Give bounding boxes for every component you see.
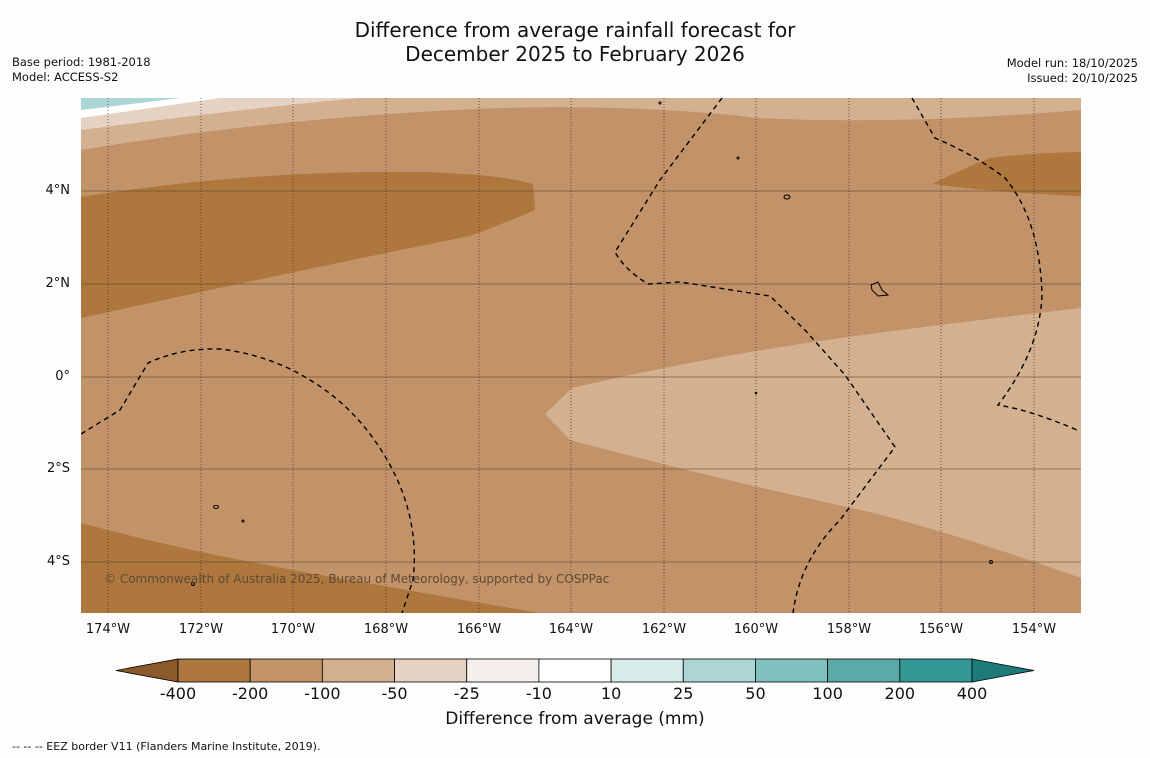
base-period: Base period: 1981-2018 [12, 55, 151, 69]
colorbar-tick-label: -200 [232, 684, 269, 703]
colorbar-tick-label: -100 [304, 684, 341, 703]
colorbar-segment [899, 658, 973, 683]
eez-borders [81, 98, 1078, 613]
colorbar-tick-label: -50 [381, 684, 408, 703]
band-minus-50-top [81, 98, 1081, 150]
colorbar-tick-label: -10 [525, 684, 552, 703]
lat-label-0: 0° [55, 369, 70, 384]
colorbar-segment [249, 658, 323, 683]
colorbar-segment [610, 658, 684, 683]
band-minus-200-northeast [932, 152, 1081, 196]
islands [191, 101, 993, 586]
lon-label-172w: 172°W [178, 622, 224, 637]
colorbar-tick-label: 400 [956, 684, 988, 703]
colorbar-segment [321, 658, 395, 683]
lat-label-2s: 2°S [46, 461, 70, 476]
colorbar-tick-label: 10 [600, 684, 622, 703]
colorbar-arrow-low [115, 658, 179, 683]
colorbar-segment [466, 658, 540, 683]
lat-label-2n: 2°N [45, 276, 71, 291]
colorbar-segment [394, 658, 468, 683]
lon-label-166w: 166°W [456, 622, 502, 637]
lon-label-170w: 170°W [270, 622, 316, 637]
lat-label-4n: 4°N [45, 183, 71, 198]
metadata-right: Model run: 18/10/2025 Issued: 20/10/2025 [1007, 56, 1138, 86]
colorbar-tick-label: 200 [884, 684, 916, 703]
eez-footnote: -- -- -- EEZ border V11 (Flanders Marine… [12, 740, 321, 753]
lon-label-154w: 154°W [1011, 622, 1057, 637]
issued-date: Issued: 20/10/2025 [1027, 71, 1138, 85]
lon-label-160w: 160°W [733, 622, 779, 637]
title-line-2: December 2025 to February 2026 [405, 42, 745, 66]
lon-label-174w: 174°W [85, 622, 131, 637]
colorbar-tick-label: 25 [673, 684, 694, 703]
copyright-notice: © Commonwealth of Australia 2025, Bureau… [104, 572, 610, 586]
band-minus-50-equatorial [545, 308, 1081, 578]
model-run: Model run: 18/10/2025 [1006, 56, 1138, 70]
lon-label-156w: 156°W [918, 622, 964, 637]
metadata-left: Base period: 1981-2018 Model: ACCESS-S2 [12, 55, 151, 85]
title-line-1: Difference from average rainfall forecas… [354, 18, 796, 42]
colorbar-tick-label: 50 [745, 684, 766, 703]
lon-label-158w: 158°W [826, 622, 872, 637]
colorbar-label: Difference from average (mm) [445, 709, 705, 729]
lat-label-4s: 4°S [46, 554, 70, 569]
model-name: Model: ACCESS-S2 [12, 70, 119, 84]
colorbar-tick-label: 100 [812, 684, 843, 703]
colorbar-arrow-high [971, 658, 1035, 683]
colorbar-segment [755, 658, 829, 683]
longitude-gridlines [107, 98, 1035, 613]
band-positive-top [81, 98, 180, 110]
colorbar-segment [827, 658, 901, 683]
lon-label-168w: 168°W [363, 622, 409, 637]
colorbar-tick-label: -400 [159, 684, 197, 703]
colorbar [115, 658, 1035, 683]
map-title: Difference from average rainfall forecas… [0, 18, 1150, 66]
lon-label-162w: 162°W [641, 622, 687, 637]
lon-label-164w: 164°W [548, 622, 594, 637]
colorbar-tick-label: -25 [453, 684, 480, 703]
latitude-gridlines [81, 190, 1081, 563]
colorbar-segment [682, 658, 756, 683]
band-minus-200-north [81, 171, 535, 318]
band-minus-200-south [81, 523, 540, 613]
colorbar-segment [177, 658, 251, 683]
colorbar-segment [538, 658, 612, 683]
